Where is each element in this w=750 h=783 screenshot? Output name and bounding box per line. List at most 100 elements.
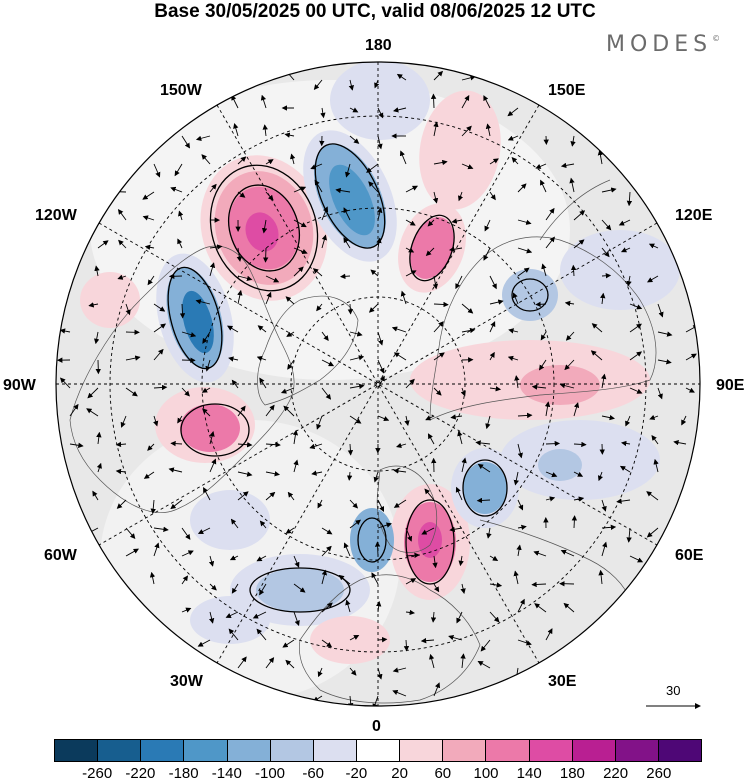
wind-arrow xyxy=(69,442,84,448)
wind-arrow xyxy=(320,107,326,119)
wind-arrow xyxy=(425,247,435,257)
wind-arrow xyxy=(392,667,407,673)
wind-arrow xyxy=(256,628,267,641)
wind-arrow xyxy=(517,267,530,277)
wind-arrow xyxy=(293,583,306,593)
wind-arrow xyxy=(116,499,127,509)
wind-arrow xyxy=(573,239,585,249)
wind-arrow xyxy=(233,123,239,137)
wind-arrow xyxy=(321,639,333,648)
wind-arrow xyxy=(531,384,547,390)
colorbar-tick-label: 60 xyxy=(434,765,452,782)
wind-arrow xyxy=(484,219,491,232)
wind-arrow xyxy=(343,207,351,221)
wind-arrow xyxy=(629,303,643,310)
wind-arrow xyxy=(181,135,190,149)
wind-arrow xyxy=(601,373,607,389)
wind-arrow xyxy=(432,275,439,290)
wind-arrow xyxy=(489,191,496,201)
wind-arrow xyxy=(405,247,415,253)
colorbar-tick-label: -20 xyxy=(345,765,368,782)
wind-arrow xyxy=(321,569,327,585)
wind-arrow xyxy=(513,570,519,585)
wind-arrow xyxy=(262,247,269,263)
wind-arrow xyxy=(144,244,155,250)
wind-arrow xyxy=(535,163,547,169)
wind-arrow xyxy=(455,486,463,501)
wind-arrow xyxy=(370,269,379,277)
anomaly-region xyxy=(463,462,507,514)
wind-arrow xyxy=(265,275,280,283)
wind-arrow xyxy=(648,243,659,249)
wind-arrow xyxy=(293,611,300,627)
wind-arrow xyxy=(377,636,388,643)
wind-arrow xyxy=(517,183,527,193)
wind-arrow xyxy=(177,238,183,249)
wind-arrow xyxy=(451,218,463,224)
wind-arrow xyxy=(227,325,239,333)
wind-arrow xyxy=(458,555,464,567)
wind-arrow xyxy=(197,527,211,534)
wind-arrow xyxy=(449,526,463,532)
wind-arrow xyxy=(489,582,503,588)
colorbar-tick-label: -60 xyxy=(302,765,325,782)
wind-arrow xyxy=(94,331,100,345)
wind-arrow xyxy=(209,244,223,250)
wind-arrow xyxy=(564,359,575,371)
colorbar-swatch xyxy=(227,740,271,761)
wind-arrow xyxy=(601,187,617,193)
wind-arrow xyxy=(349,355,365,361)
wind-arrow xyxy=(237,275,253,281)
colorbar-swatch xyxy=(615,740,659,761)
wind-arrow xyxy=(421,527,435,535)
wind-arrow xyxy=(475,440,491,446)
wind-arrow xyxy=(265,441,281,448)
wind-arrow xyxy=(96,462,102,473)
wind-arrow xyxy=(399,150,407,165)
wind-arrow xyxy=(514,375,520,389)
wind-arrow xyxy=(179,303,186,319)
wind-arrow xyxy=(573,402,580,417)
brand-logo: MODES© xyxy=(606,32,720,57)
wind-arrow xyxy=(203,487,211,501)
wind-arrow xyxy=(265,404,275,417)
wind-arrow xyxy=(405,219,416,226)
wind-arrow xyxy=(620,247,631,253)
wind-arrow xyxy=(393,352,407,361)
wind-arrow xyxy=(545,628,553,641)
wind-arrow xyxy=(125,548,139,557)
wind-arrow xyxy=(209,583,217,591)
wind-arrow xyxy=(511,157,519,165)
wind-arrow xyxy=(313,79,323,90)
wind-arrow xyxy=(181,387,190,397)
lon-label-90w: 90W xyxy=(3,377,36,394)
wind-arrow xyxy=(433,321,444,333)
wind-arrow xyxy=(256,356,267,362)
anomaly-region xyxy=(329,164,375,236)
wind-arrow xyxy=(646,491,659,501)
wind-arrow xyxy=(283,405,295,417)
wind-arrow xyxy=(153,526,169,532)
wind-arrow xyxy=(231,583,239,594)
polar-map xyxy=(55,61,701,709)
wind-arrow xyxy=(335,187,351,194)
wind-arrow xyxy=(125,355,141,361)
wind-arrow xyxy=(533,550,547,557)
wind-arrow xyxy=(618,219,631,226)
wind-arrow xyxy=(476,497,491,504)
wind-arrow xyxy=(405,609,415,616)
wind-arrow xyxy=(153,415,159,427)
wind-arrow xyxy=(292,429,299,445)
wind-arrow xyxy=(573,210,586,221)
wind-arrow xyxy=(348,79,354,91)
wind-arrow xyxy=(237,289,243,305)
anomaly-region xyxy=(180,404,240,452)
wind-arrow xyxy=(508,328,519,334)
wind-arrow xyxy=(142,191,155,200)
wind-arrow xyxy=(396,442,407,449)
wind-arrow xyxy=(229,555,239,561)
wind-arrow xyxy=(489,386,502,392)
wind-arrow xyxy=(507,135,519,141)
wind-arrow xyxy=(420,637,435,644)
lon-label-150w: 150W xyxy=(160,82,202,99)
